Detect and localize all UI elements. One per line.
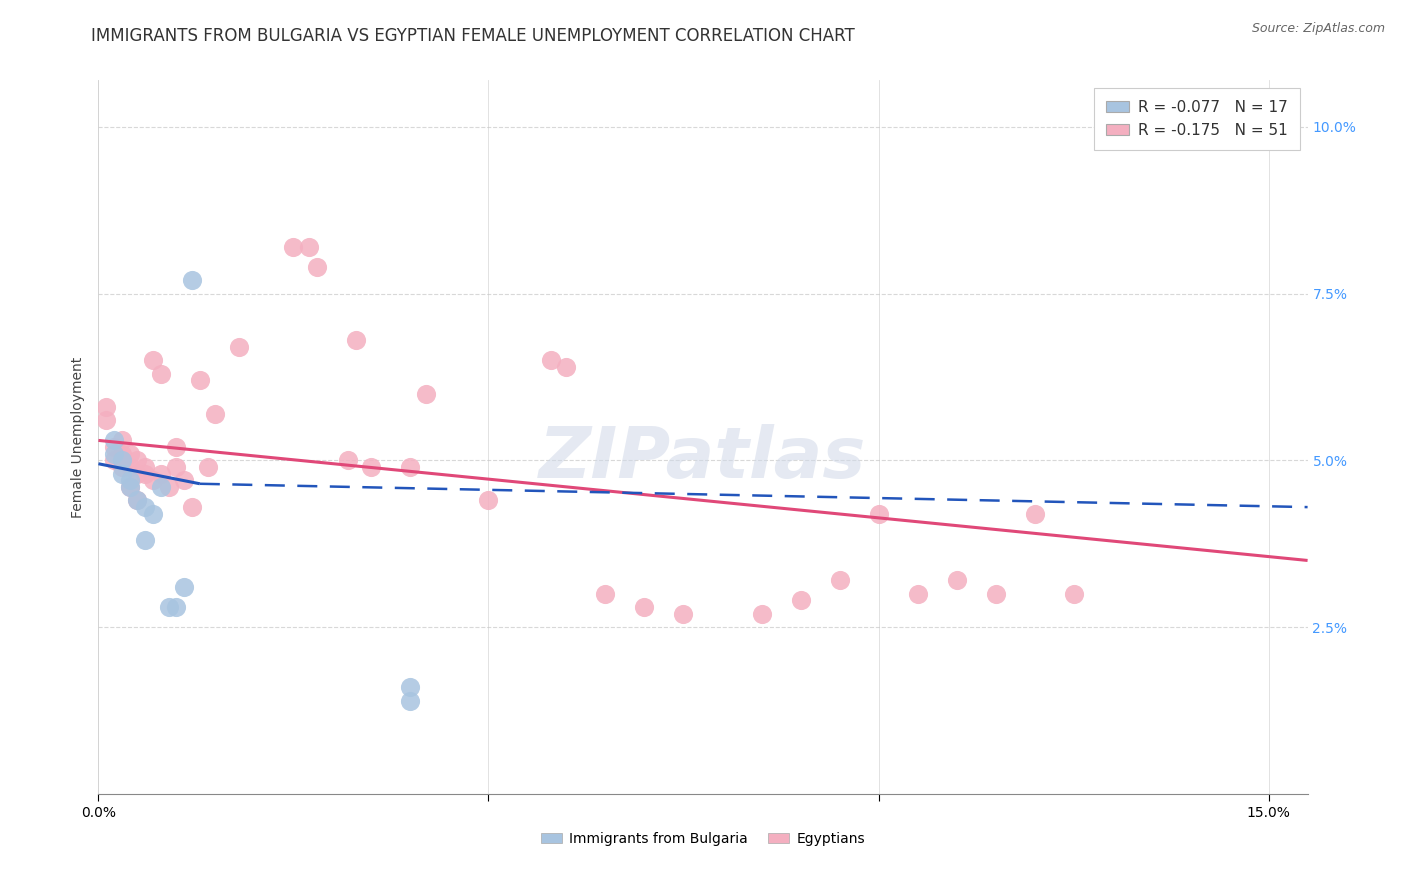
Point <box>789 593 811 607</box>
Text: Source: ZipAtlas.com: Source: ZipAtlas.com <box>1251 22 1385 36</box>
Point <box>165 440 187 454</box>
Point <box>118 447 141 461</box>
Point <box>181 273 204 287</box>
Point <box>118 480 141 494</box>
Point <box>111 453 134 467</box>
Point <box>283 240 305 254</box>
Y-axis label: Female Unemployment: Female Unemployment <box>72 357 86 517</box>
Point <box>415 386 437 401</box>
Point <box>134 467 156 481</box>
Point <box>540 353 562 368</box>
Point <box>96 400 118 414</box>
Point <box>118 460 141 475</box>
Point <box>633 600 655 615</box>
Point <box>984 587 1007 601</box>
Point <box>149 467 172 481</box>
Text: IMMIGRANTS FROM BULGARIA VS EGYPTIAN FEMALE UNEMPLOYMENT CORRELATION CHART: IMMIGRANTS FROM BULGARIA VS EGYPTIAN FEM… <box>91 27 855 45</box>
Point <box>134 533 156 548</box>
Point <box>111 467 134 481</box>
Point <box>149 480 172 494</box>
Point <box>103 447 125 461</box>
Point <box>305 260 328 274</box>
Point <box>204 407 226 421</box>
Point <box>111 460 134 475</box>
Point <box>142 353 165 368</box>
Point <box>157 480 180 494</box>
Point <box>344 334 367 348</box>
Point <box>360 460 382 475</box>
Point <box>399 460 422 475</box>
Point <box>197 460 219 475</box>
Point <box>96 413 118 427</box>
Point <box>672 607 695 621</box>
Point <box>188 373 211 387</box>
Point <box>945 574 967 588</box>
Point <box>399 693 422 707</box>
Text: ZIPatlas: ZIPatlas <box>540 424 866 493</box>
Point <box>165 460 187 475</box>
Point <box>127 453 149 467</box>
Legend: Immigrants from Bulgaria, Egyptians: Immigrants from Bulgaria, Egyptians <box>536 826 870 851</box>
Point <box>118 474 141 488</box>
Point <box>1024 507 1046 521</box>
Point <box>142 474 165 488</box>
Point <box>173 580 195 594</box>
Point <box>118 480 141 494</box>
Point <box>173 474 195 488</box>
Point <box>103 453 125 467</box>
Point <box>751 607 773 621</box>
Point <box>1063 587 1085 601</box>
Point <box>298 240 321 254</box>
Point <box>337 453 360 467</box>
Point <box>595 587 617 601</box>
Point <box>111 434 134 448</box>
Point <box>134 460 156 475</box>
Point <box>103 434 125 448</box>
Point <box>868 507 890 521</box>
Point <box>127 467 149 481</box>
Point <box>157 600 180 615</box>
Point <box>134 500 156 515</box>
Point <box>555 359 578 374</box>
Point <box>828 574 851 588</box>
Point <box>103 440 125 454</box>
Point <box>127 493 149 508</box>
Point <box>399 680 422 694</box>
Point <box>228 340 250 354</box>
Point <box>181 500 204 515</box>
Point <box>907 587 929 601</box>
Point <box>111 447 134 461</box>
Point <box>165 600 187 615</box>
Point <box>477 493 499 508</box>
Point <box>149 367 172 381</box>
Point <box>127 493 149 508</box>
Point <box>142 507 165 521</box>
